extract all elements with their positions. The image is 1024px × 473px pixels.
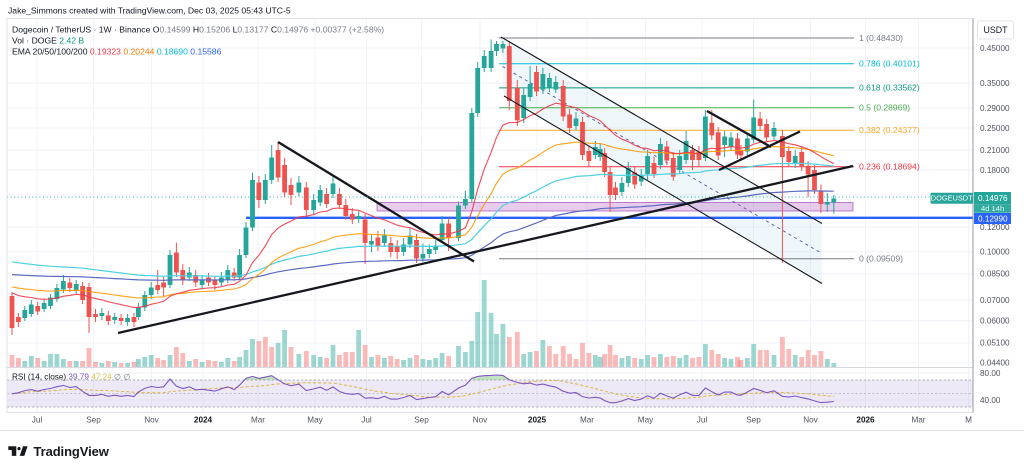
svg-text:2025: 2025 xyxy=(528,416,547,425)
svg-text:0.29000: 0.29000 xyxy=(980,104,1010,113)
svg-text:0.05100: 0.05100 xyxy=(980,339,1010,348)
svg-text:0.08500: 0.08500 xyxy=(980,270,1010,279)
svg-text:0.382 (0.24377): 0.382 (0.24377) xyxy=(859,125,920,135)
svg-text:4d 14h: 4d 14h xyxy=(981,204,1004,213)
svg-text:TradingView: TradingView xyxy=(34,444,110,459)
svg-text:USDT: USDT xyxy=(984,25,1009,35)
svg-text:0.14976: 0.14976 xyxy=(978,194,1008,203)
svg-text:0.12000: 0.12000 xyxy=(980,223,1010,232)
svg-text:0.21000: 0.21000 xyxy=(980,146,1010,155)
svg-text:0.25000: 0.25000 xyxy=(980,124,1010,133)
svg-text:Jul: Jul xyxy=(697,416,708,425)
svg-text:0.618 (0.33562): 0.618 (0.33562) xyxy=(859,83,920,93)
svg-text:Mar: Mar xyxy=(580,416,594,425)
svg-text:Jul: Jul xyxy=(361,416,372,425)
svg-text:Nov: Nov xyxy=(803,416,818,425)
svg-text:Sep: Sep xyxy=(86,416,101,425)
svg-text:0.12990: 0.12990 xyxy=(978,215,1008,224)
svg-text:0.236 (0.18694): 0.236 (0.18694) xyxy=(859,162,920,172)
svg-text:0.04400: 0.04400 xyxy=(980,359,1010,368)
svg-text:EMA 20/50/100/200 0.19323 0.20: EMA 20/50/100/200 0.19323 0.20244 0.1869… xyxy=(12,47,222,57)
svg-text:2026: 2026 xyxy=(856,416,875,425)
svg-text:Sep: Sep xyxy=(746,416,761,425)
svg-text:0.07000: 0.07000 xyxy=(980,296,1010,305)
svg-text:May: May xyxy=(638,416,654,425)
svg-text:Vol · DOGE 2.42 B: Vol · DOGE 2.42 B xyxy=(12,36,84,46)
svg-text:Nov: Nov xyxy=(473,416,488,425)
svg-text:0.18000: 0.18000 xyxy=(980,166,1010,175)
svg-text:RSI (14, close) 39.79 47.24 ∅: RSI (14, close) 39.79 47.24 ∅ ∅ xyxy=(12,373,131,382)
svg-text:80.00: 80.00 xyxy=(980,369,1001,378)
svg-text:0.10000: 0.10000 xyxy=(980,248,1010,257)
svg-text:0.786 (0.40101): 0.786 (0.40101) xyxy=(859,59,920,69)
svg-text:Nov: Nov xyxy=(144,416,159,425)
svg-text:0 (0.09509): 0 (0.09509) xyxy=(859,254,903,264)
svg-text:0.35000: 0.35000 xyxy=(980,79,1010,88)
svg-text:Mar: Mar xyxy=(251,416,265,425)
svg-text:1 (0.48430): 1 (0.48430) xyxy=(859,33,903,43)
svg-text:0.06000: 0.06000 xyxy=(980,317,1010,326)
svg-text:DOGEUSDT: DOGEUSDT xyxy=(931,194,973,203)
svg-text:Sep: Sep xyxy=(414,416,429,425)
svg-text:2024: 2024 xyxy=(194,416,213,425)
svg-text:M: M xyxy=(965,416,972,425)
svg-text:0.5 (0.28969): 0.5 (0.28969) xyxy=(859,103,910,113)
svg-text:Jake_Simmons created with Trad: Jake_Simmons created with TradingView.co… xyxy=(8,6,291,16)
svg-text:Dogecoin / TetherUS · 1W · Bin: Dogecoin / TetherUS · 1W · Binance O0.14… xyxy=(12,25,384,35)
svg-text:0.45000: 0.45000 xyxy=(980,44,1010,53)
svg-text:May: May xyxy=(307,416,323,425)
svg-text:Mar: Mar xyxy=(911,416,925,425)
svg-text:Jul: Jul xyxy=(32,416,43,425)
svg-text:40.00: 40.00 xyxy=(980,396,1001,405)
